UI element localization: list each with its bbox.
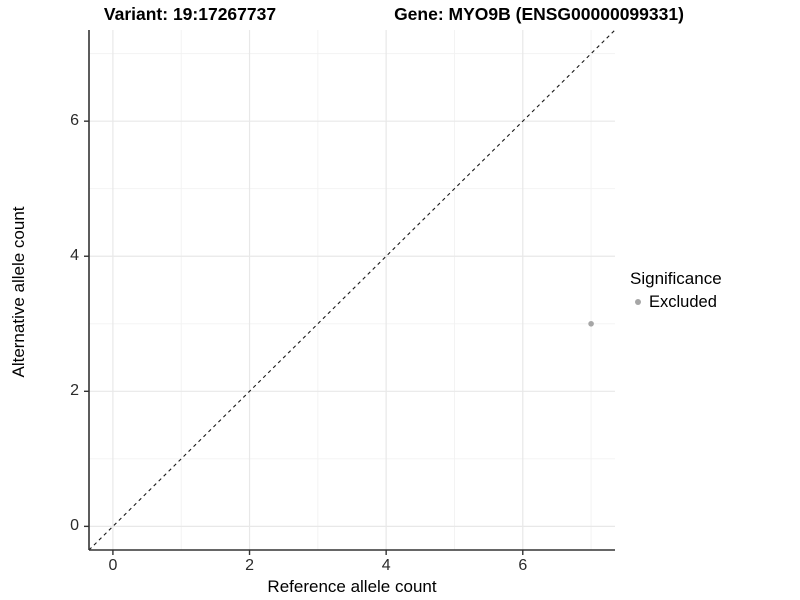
y-tick-label: 6 — [70, 112, 79, 130]
y-axis-label: Alternative allele count — [9, 206, 28, 378]
legend: Significance Excluded — [630, 268, 722, 312]
legend-point-swatch — [635, 299, 641, 305]
legend-items: Excluded — [630, 292, 722, 312]
x-tick-label: 6 — [518, 557, 528, 574]
legend-item-label: Excluded — [649, 293, 717, 311]
plot-title-gene: Gene: MYO9B (ENSG00000099331) — [394, 4, 684, 24]
y-tick-label: 2 — [70, 382, 79, 400]
plot-title-variant: Variant: 19:17267737 — [103, 4, 277, 24]
data-point-excluded — [588, 320, 594, 327]
y-tick-label: 0 — [70, 517, 79, 535]
x-tick-label: 4 — [381, 557, 391, 574]
x-tick-label: 0 — [108, 557, 118, 574]
legend-title: Significance — [630, 269, 722, 288]
legend-item: Excluded — [630, 292, 722, 312]
x-axis-label: Reference allele count — [267, 577, 437, 596]
identity-line — [88, 29, 616, 551]
x-tick-label: 2 — [245, 557, 254, 574]
y-tick-label: 4 — [70, 247, 79, 265]
